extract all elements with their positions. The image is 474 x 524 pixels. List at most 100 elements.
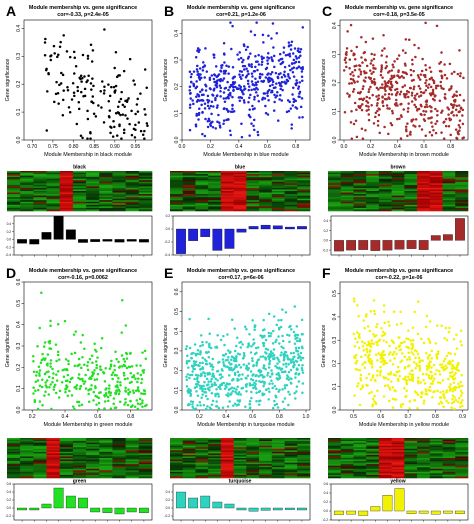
heatmap-cell [33, 184, 47, 187]
heatmap-cell [182, 184, 196, 187]
heatmap-cell [33, 186, 47, 189]
heatmap-cell [195, 195, 209, 198]
scatter-point [408, 372, 412, 376]
scatter-point [104, 388, 107, 391]
scatter-point [224, 86, 228, 90]
scatter-point [278, 98, 281, 101]
bar [455, 218, 465, 241]
heatmap-cell [59, 470, 74, 473]
heatmap-cell [170, 189, 184, 192]
heatmap-cell [59, 448, 74, 451]
heatmap-cell [33, 183, 47, 186]
heatmap-cell [297, 191, 311, 193]
scatter-point [403, 84, 407, 87]
heatmap-cell [429, 203, 443, 206]
heatmap-cell [112, 178, 126, 181]
scatter-point [418, 366, 422, 370]
y-tick-label: 0.0 [174, 136, 180, 143]
heatmap-cell [353, 175, 367, 178]
scatter-point [295, 390, 298, 393]
scatter-point [62, 375, 66, 378]
y-axis-label: Gene significance [321, 325, 327, 368]
scatter-point [459, 405, 462, 409]
scatter-point [68, 380, 72, 384]
heatmap-cell [112, 197, 126, 199]
scatter-point [141, 405, 144, 408]
heatmap-cell [72, 444, 87, 446]
scatter-point [434, 86, 438, 90]
heatmap-cell [353, 206, 367, 209]
scatter-point [248, 108, 251, 111]
scatter-point [287, 403, 290, 407]
scatter-point [281, 334, 284, 338]
scatter-point [222, 354, 226, 357]
heatmap-cell [284, 206, 298, 209]
heatmap-cell [297, 198, 311, 201]
heatmap-cell [208, 184, 222, 187]
scatter-point [230, 318, 234, 321]
scatter-point [227, 392, 230, 395]
scatter-point [289, 368, 293, 372]
scatter-point [99, 346, 103, 350]
scatter-point [376, 109, 379, 113]
heatmap-cell [20, 456, 34, 459]
heatmap-cell [182, 207, 196, 210]
heatmap-cell [284, 195, 298, 198]
scatter-point [252, 373, 255, 376]
scatter-point [428, 105, 432, 108]
heatmap-cell [391, 454, 405, 457]
scatter-point [128, 122, 131, 126]
heatmap-cell [208, 194, 222, 196]
scatter-point [415, 350, 418, 353]
scatter-point [370, 72, 373, 75]
heatmap-cell [170, 195, 184, 198]
scatter-point [103, 400, 107, 403]
scatter-point [102, 121, 106, 124]
scatter-point [425, 100, 429, 104]
scatter-point [408, 356, 411, 359]
heatmap-cell [138, 447, 153, 450]
heatmap-cell [86, 470, 100, 473]
heatmap-cell [86, 200, 100, 203]
heatmap-cell [125, 464, 140, 466]
heatmap-cell [46, 448, 61, 451]
scatter-point [209, 87, 212, 91]
heatmap-cell [72, 441, 87, 443]
scatter-point [240, 135, 244, 139]
heatmap-cell [404, 456, 418, 459]
scatter-point [188, 376, 191, 380]
scatter-point [73, 407, 76, 411]
scatter-point [455, 366, 459, 369]
heatmap-cell [195, 471, 209, 474]
scatter-point [449, 387, 453, 391]
scatter-point [195, 95, 198, 99]
scatter-point [99, 368, 102, 371]
scatter-point [434, 122, 437, 126]
bar-plot-frame [13, 215, 153, 256]
scatter-title: Module membership vs. gene significance [345, 268, 453, 274]
y-axis-label: Gene significance [5, 59, 11, 102]
scatter-point [66, 394, 70, 397]
scatter-point [215, 80, 219, 83]
bar [224, 503, 235, 509]
scatter-point [282, 358, 286, 362]
scatter-point [267, 357, 271, 361]
scatter-point [359, 376, 362, 380]
scatter-point [208, 107, 211, 110]
scatter-point [348, 58, 352, 61]
heatmap-cell [99, 444, 113, 446]
heatmap-cell [417, 177, 431, 179]
scatter-point [233, 327, 236, 330]
heatmap-cell [391, 203, 405, 206]
heatmap-cell [86, 439, 100, 442]
scatter-point [220, 66, 223, 69]
heatmap-cell [246, 445, 260, 448]
heatmap-cell [20, 175, 34, 178]
scatter-points [352, 297, 464, 411]
heatmap-cell [378, 464, 392, 466]
x-tick-label: 0.8 [432, 414, 439, 420]
heatmap-cell [20, 450, 34, 453]
y-tick-label: 0.1 [174, 110, 180, 117]
heatmap-cell [99, 448, 113, 451]
scatter-point [256, 346, 260, 349]
